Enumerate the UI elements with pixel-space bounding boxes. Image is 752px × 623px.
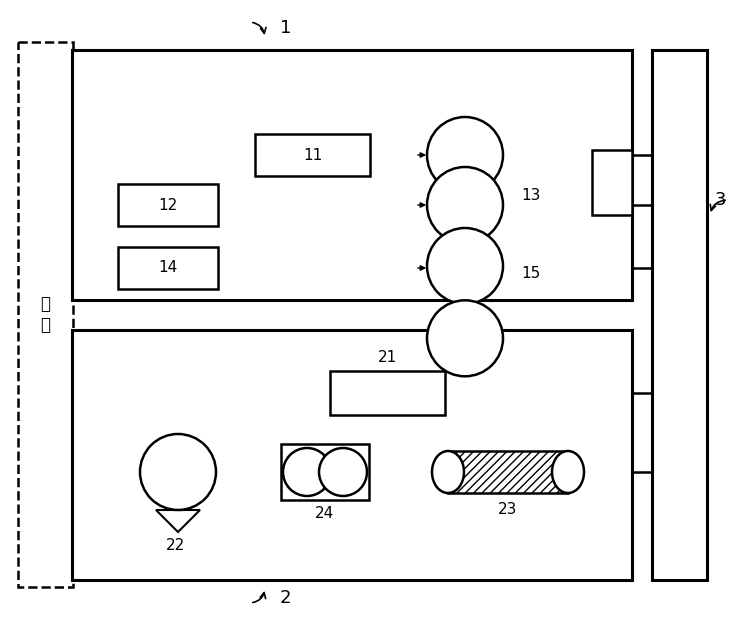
Text: 13: 13 — [521, 188, 541, 202]
Bar — [330, 371, 445, 415]
Ellipse shape — [552, 451, 584, 493]
Text: 15: 15 — [521, 265, 540, 280]
Bar — [652, 50, 707, 580]
Bar — [448, 451, 568, 493]
Bar — [255, 134, 370, 176]
Text: 空
气: 空 气 — [41, 295, 50, 334]
Text: 23: 23 — [499, 502, 517, 516]
Bar — [281, 444, 369, 500]
Text: 24: 24 — [315, 506, 335, 521]
Text: 11: 11 — [303, 148, 322, 163]
Text: 3: 3 — [714, 191, 726, 209]
Text: 14: 14 — [159, 260, 177, 275]
Bar — [118, 247, 218, 289]
Bar — [448, 451, 568, 493]
Text: 2: 2 — [280, 589, 292, 607]
Text: 1: 1 — [280, 19, 291, 37]
Circle shape — [427, 167, 503, 243]
Circle shape — [427, 117, 503, 193]
Circle shape — [319, 448, 367, 496]
Text: 21: 21 — [378, 350, 397, 364]
Bar — [72, 50, 632, 300]
Text: 12: 12 — [159, 197, 177, 212]
Ellipse shape — [432, 451, 464, 493]
Circle shape — [283, 448, 331, 496]
Bar — [118, 184, 218, 226]
Bar — [72, 330, 632, 580]
Text: 22: 22 — [166, 538, 185, 553]
Circle shape — [427, 228, 503, 304]
Circle shape — [427, 300, 503, 376]
Bar — [592, 150, 632, 215]
Circle shape — [140, 434, 216, 510]
